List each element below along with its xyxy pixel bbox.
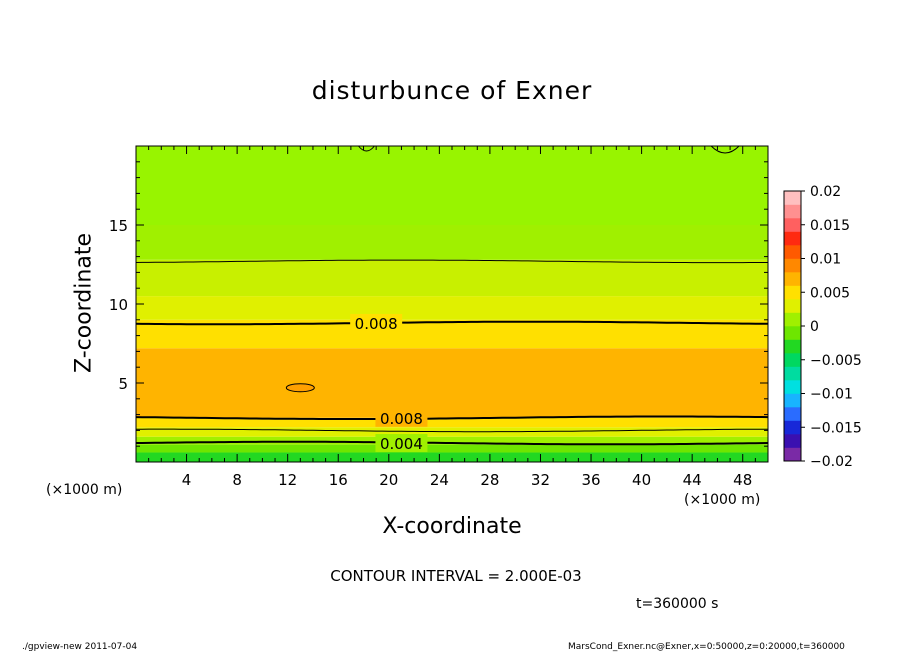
colorbar-segment-6 <box>784 366 801 381</box>
colorbar-segment-3 <box>784 407 801 421</box>
colorbar-segment-0 <box>784 447 801 462</box>
contour-label-3: 0.008 <box>355 315 398 333</box>
x-tick-label-28: 28 <box>480 471 499 489</box>
x-tick-label-32: 32 <box>531 471 550 489</box>
contour-band-7 <box>136 296 768 320</box>
contour-band-8 <box>136 259 768 297</box>
colorbar-segment-18 <box>784 204 801 219</box>
contour-label-0: 0.004 <box>380 435 423 453</box>
colorbar-segment-9 <box>784 326 801 340</box>
x-tick-label-20: 20 <box>379 471 398 489</box>
colorbar-segment-13 <box>784 272 801 286</box>
colorbar-segment-5 <box>784 380 801 394</box>
colorbar-tick-label-4: 0 <box>810 319 819 335</box>
contour-line-0 <box>136 440 769 446</box>
colorbar-tick-label-0: 0.02 <box>810 184 841 200</box>
chart-title: disturbunce of Exner <box>311 76 593 105</box>
contour-band-10 <box>136 146 768 225</box>
colorbar-segment-8 <box>784 339 801 354</box>
contour-band-9 <box>136 225 768 260</box>
x-axis-unit: (×1000 m) <box>684 492 761 508</box>
colorbar-segment-1 <box>784 434 801 448</box>
x-tick-label-48: 48 <box>733 471 752 489</box>
contour-line-1 <box>136 428 768 433</box>
colorbar-tick-label-3: 0.005 <box>810 285 850 301</box>
contour-band-0 <box>136 452 768 462</box>
contour-line-4 <box>135 259 768 264</box>
colorbar-segment-7 <box>784 353 801 367</box>
colorbar-segment-17 <box>784 218 801 232</box>
colorbar-segment-16 <box>784 231 801 246</box>
x-tick-label-4: 4 <box>182 471 192 489</box>
contour-band-4 <box>136 417 768 428</box>
colorbar-tick-label-7: −0.015 <box>810 420 862 436</box>
contour-label-bg-0 <box>375 434 428 453</box>
colorbar-tick-label-8: −0.02 <box>810 454 853 470</box>
footer-source: MarsCond_Exner.nc@Exner,x=0:50000,z=0:20… <box>568 642 845 652</box>
contour-band-5 <box>136 348 768 418</box>
colorbar-segment-15 <box>784 245 801 259</box>
colorbar-segment-2 <box>784 420 801 435</box>
colorbar-tick-label-1: 0.015 <box>810 218 850 234</box>
x-tick-label-8: 8 <box>232 471 242 489</box>
contour-line-2 <box>135 415 769 420</box>
contour-label-2: 0.008 <box>380 410 423 428</box>
x-tick-label-36: 36 <box>581 471 600 489</box>
y-tick-label-5: 5 <box>118 375 128 393</box>
colorbar-tick-label-2: 0.01 <box>810 252 841 268</box>
top-contour-fragment-a <box>358 145 375 152</box>
x-tick-label-16: 16 <box>329 471 348 489</box>
y-tick-label-10: 10 <box>109 296 128 314</box>
closed-contour-blob <box>285 383 315 393</box>
y-axis-unit: (×1000 m) <box>46 482 123 498</box>
y-tick-label-15: 15 <box>109 217 128 235</box>
time-label: t=360000 s <box>636 596 719 612</box>
x-axis-label: X-coordinate <box>382 514 522 539</box>
x-tick-label-24: 24 <box>430 471 449 489</box>
colorbar-tick-label-5: −0.005 <box>810 353 862 369</box>
colorbar-tick-label-6: −0.01 <box>810 387 853 403</box>
x-tick-label-12: 12 <box>278 471 297 489</box>
colorbar-segment-4 <box>784 393 801 408</box>
colorbar-segment-19 <box>784 191 801 205</box>
footer-command: ./gpview-new 2011-07-04 <box>22 642 138 652</box>
contour-label-bg-2 <box>375 408 428 427</box>
colorbar-segment-10 <box>784 312 801 327</box>
contour-band-1 <box>136 444 768 453</box>
colorbar-segment-14 <box>784 258 801 273</box>
contour-line-3 <box>135 320 768 326</box>
contour-interval-label: CONTOUR INTERVAL = 2.000E-03 <box>330 567 582 585</box>
colorbar-segment-12 <box>784 285 801 300</box>
x-tick-label-40: 40 <box>632 471 651 489</box>
colorbar-segment-11 <box>784 299 801 313</box>
y-axis-label: Z-coordinate <box>71 233 97 373</box>
top-contour-fragment-b <box>710 145 740 154</box>
x-tick-label-44: 44 <box>683 471 702 489</box>
contour-band-2 <box>136 436 768 445</box>
contour-label-bg-3 <box>350 313 403 332</box>
